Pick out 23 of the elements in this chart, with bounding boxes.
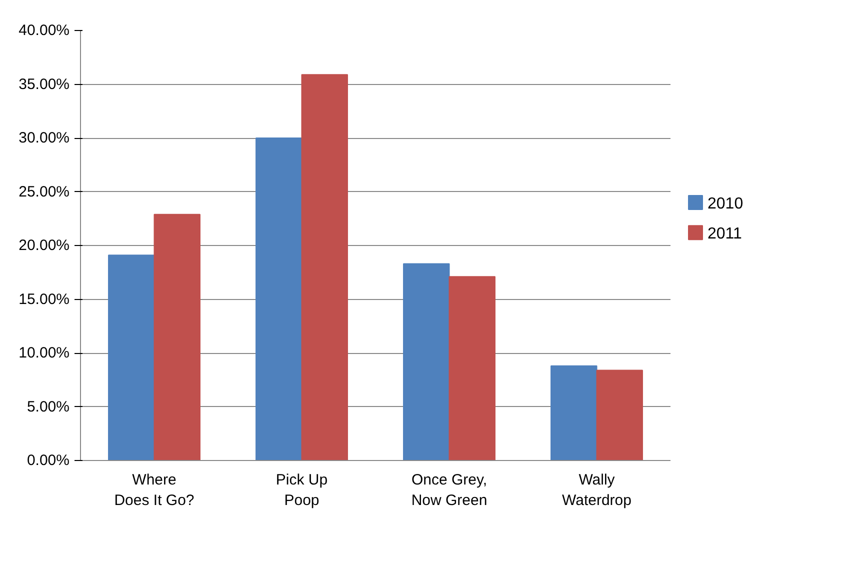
x-tick-label: Where Does It Go?: [114, 472, 194, 509]
bar: [154, 214, 200, 460]
bar: [301, 74, 348, 460]
y-tick-label: 40.00%: [18, 22, 70, 39]
y-tick-label: 0.00%: [26, 452, 70, 469]
bar: [550, 365, 598, 460]
y-tick-label: 35.00%: [18, 76, 70, 93]
bar: [448, 276, 496, 460]
y-tick-label: 10.00%: [18, 344, 70, 362]
y-tick-label: 25.00%: [18, 183, 70, 200]
bar: [256, 138, 302, 460]
x-tick-label: Pick Up Poop: [276, 472, 328, 509]
y-tick-label: 15.00%: [18, 290, 70, 308]
legend-label: 2011: [708, 226, 742, 243]
legend-label: 2010: [708, 196, 744, 212]
bar: [108, 254, 155, 460]
y-tick-label: 30.00%: [18, 130, 70, 146]
bar: [403, 263, 450, 460]
x-tick-label: Once Grey, Now Green: [411, 472, 488, 509]
y-tick-label: 20.00%: [18, 237, 70, 254]
y-tick-label: 5.00%: [26, 398, 70, 416]
bar: [596, 370, 643, 460]
x-tick-label: Wally Waterdrop: [562, 472, 632, 509]
